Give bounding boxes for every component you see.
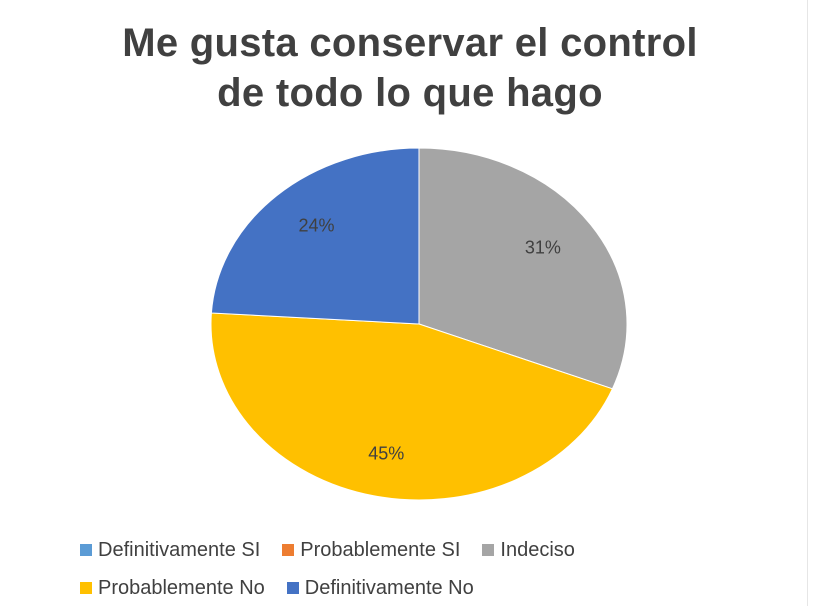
data-label: 45% <box>368 443 404 463</box>
chart-title: Me gusta conservar el control de todo lo … <box>40 18 780 118</box>
pie-slice-probablemente-no <box>210 312 614 501</box>
legend-swatch <box>282 544 295 556</box>
legend-item-probablemente-si: Probablemente SI <box>282 539 460 562</box>
legend-row: Definitivamente SI Probablemente SI Inde… <box>80 531 720 569</box>
data-label: 24% <box>298 215 334 235</box>
legend-item-definitivamente-si: Definitivamente SI <box>80 539 260 562</box>
legend-label: Probablemente No <box>98 576 265 599</box>
chart-title-line: Me gusta conservar el control <box>122 21 698 65</box>
chart-border <box>807 0 808 606</box>
legend-label: Definitivamente SI <box>98 538 261 561</box>
legend-swatch <box>80 544 92 556</box>
legend-row: Probablemente No Definitivamente No <box>80 569 720 607</box>
chart-title-line: de todo lo que hago <box>217 71 603 115</box>
legend-swatch <box>286 582 299 594</box>
legend-label: Indeciso <box>500 538 575 561</box>
pie-slice-definitivamente-no <box>210 147 420 325</box>
legend-item-probablemente-no: Probablemente No <box>80 577 265 600</box>
legend-swatch <box>482 544 495 556</box>
data-label: 31% <box>525 238 561 258</box>
legend-swatch <box>80 582 92 594</box>
chart-legend: Definitivamente SI Probablemente SI Inde… <box>80 531 720 607</box>
legend-label: Probablemente SI <box>300 538 461 561</box>
legend-item-definitivamente-no: Definitivamente No <box>286 576 474 600</box>
legend-item-indeciso: Indeciso <box>482 539 575 562</box>
pie-slice-indeciso <box>418 147 628 390</box>
legend-label: Definitivamente No <box>304 576 474 599</box>
